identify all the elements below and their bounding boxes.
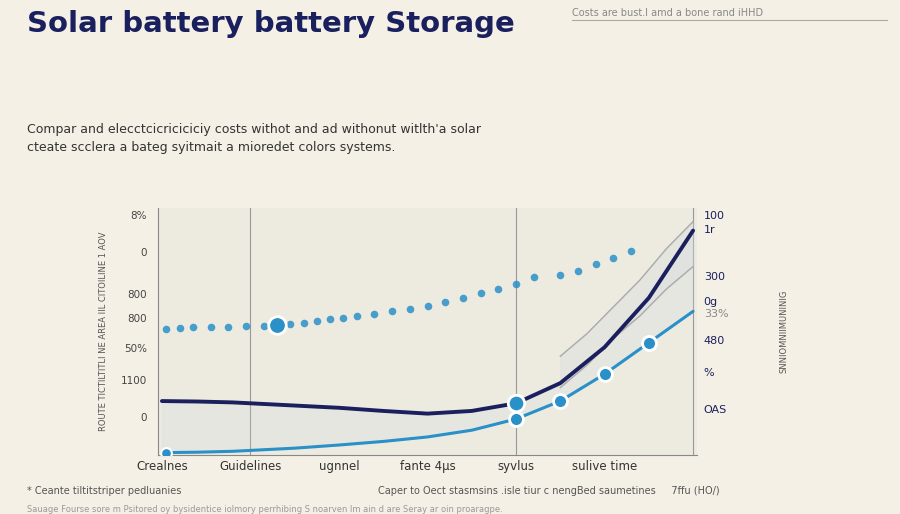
Text: Sauage Fourse sore m Psitored oy bysidentice iolmory perrhibing S noarven lm ain: Sauage Fourse sore m Psitored oy bysiden… xyxy=(27,505,503,514)
Point xyxy=(554,397,568,405)
Point xyxy=(624,247,638,255)
Point xyxy=(337,314,351,322)
Point xyxy=(385,307,400,316)
Point xyxy=(642,339,656,347)
Point xyxy=(349,311,364,320)
Point xyxy=(296,319,310,327)
Text: Caper to Oect stasmsins .isle tiur c nengBed saumetines     7ffu (HO/): Caper to Oect stasmsins .isle tiur c nen… xyxy=(378,486,720,495)
Point xyxy=(571,267,585,275)
Point xyxy=(323,315,338,323)
Point xyxy=(270,321,284,329)
Point xyxy=(508,280,523,288)
Text: 300: 300 xyxy=(704,272,725,282)
Text: 0g: 0g xyxy=(704,297,718,307)
Text: SNNIOMNIIMUNINIG: SNNIOMNIIMUNINIG xyxy=(779,290,788,373)
Point xyxy=(310,317,324,325)
Text: 33%: 33% xyxy=(704,309,728,319)
Point xyxy=(367,309,382,318)
Point xyxy=(284,320,298,328)
Point xyxy=(221,322,236,331)
Point xyxy=(642,339,656,347)
Text: 1100: 1100 xyxy=(121,376,147,386)
Point xyxy=(607,253,621,262)
Text: 800: 800 xyxy=(127,289,147,300)
Text: Compar and elecctcicriciciciy costs withot and ad withonut witlth'a solar
cteate: Compar and elecctcicriciciciy costs with… xyxy=(27,123,481,154)
Text: 100: 100 xyxy=(704,211,725,221)
Point xyxy=(598,370,612,378)
Text: * Ceante tiltitstriper pedluanies: * Ceante tiltitstriper pedluanies xyxy=(27,486,182,495)
Point xyxy=(256,322,271,330)
Point xyxy=(270,321,284,329)
Point xyxy=(238,322,253,331)
Text: 8%: 8% xyxy=(130,211,147,221)
Text: ROUTE TICTILTITLI NE AREA IIL CITOILINE 1 AOV: ROUTE TICTILTITLI NE AREA IIL CITOILINE … xyxy=(99,232,108,431)
Text: 0: 0 xyxy=(140,248,147,258)
Point xyxy=(491,285,506,293)
Point xyxy=(438,298,453,306)
Point xyxy=(508,415,523,423)
Point xyxy=(185,323,200,332)
Point xyxy=(473,289,488,298)
Text: OAS: OAS xyxy=(704,406,727,415)
Point xyxy=(508,399,523,408)
Point xyxy=(734,310,749,318)
Point xyxy=(159,325,174,334)
Text: 1r: 1r xyxy=(704,225,716,235)
Point xyxy=(420,302,435,310)
Point xyxy=(159,449,174,457)
Point xyxy=(554,271,568,280)
Point xyxy=(526,273,541,281)
Point xyxy=(589,260,603,268)
Point xyxy=(203,323,218,331)
Point xyxy=(173,324,187,333)
Text: 0: 0 xyxy=(140,413,147,423)
Text: Solar battery battery Storage: Solar battery battery Storage xyxy=(27,10,515,38)
Text: 50%: 50% xyxy=(123,344,147,354)
Text: %: % xyxy=(704,369,715,378)
Point xyxy=(402,304,417,313)
Point xyxy=(455,294,470,302)
Text: Costs are bust.l amd a bone rand iHHD: Costs are bust.l amd a bone rand iHHD xyxy=(572,8,762,17)
Text: 480: 480 xyxy=(704,336,725,346)
Text: 800: 800 xyxy=(127,314,147,324)
